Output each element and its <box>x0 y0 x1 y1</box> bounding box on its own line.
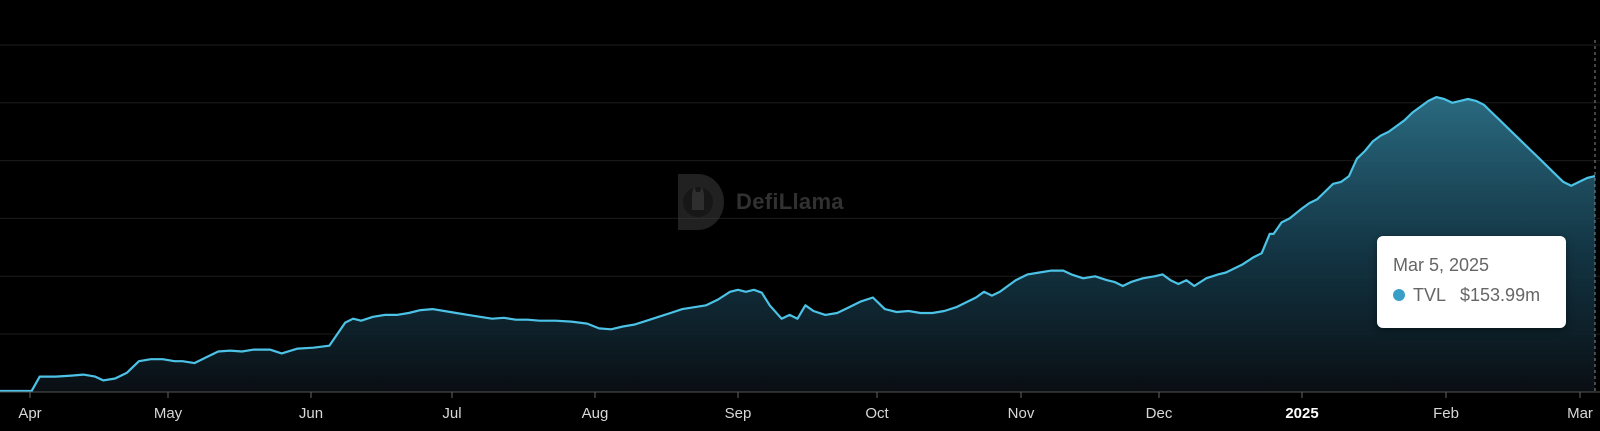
x-tick-label: Oct <box>865 405 889 422</box>
watermark-text: DefiLlama <box>736 189 844 214</box>
series-dot-icon <box>1393 289 1405 301</box>
tooltip-date: Mar 5, 2025 <box>1393 255 1490 275</box>
x-tick-label: Dec <box>1146 405 1173 422</box>
x-tick-label: Jun <box>299 405 323 422</box>
defillama-watermark: DefiLlama <box>676 172 844 232</box>
tooltip-value: $153.99m <box>1460 285 1541 305</box>
llama-logo-icon <box>678 174 724 230</box>
tooltip-series-name: TVL <box>1413 285 1447 305</box>
x-tick-label: Apr <box>18 405 41 422</box>
x-tick-label: Feb <box>1433 405 1459 422</box>
x-tick-label: Nov <box>1008 405 1035 422</box>
x-tick-label: Jul <box>442 405 461 422</box>
chart-tooltip: Mar 5, 2025 TVL $153.99m <box>1377 236 1566 328</box>
x-tick-label: Aug <box>582 405 609 422</box>
x-tick-label: 2025 <box>1285 405 1318 422</box>
tooltip-row: TVL $153.99m <box>1393 285 1550 305</box>
x-tick-label: Mar <box>1567 405 1593 422</box>
tvl-area <box>0 97 1595 392</box>
x-tick-label: May <box>154 405 183 422</box>
x-tick-label: Sep <box>725 405 752 422</box>
tvl-line <box>0 96 1596 393</box>
x-axis-ticks: Apr May Jun Jul Aug Sep Oct Nov Dec 2025 Feb Mar <box>0 391 1600 422</box>
